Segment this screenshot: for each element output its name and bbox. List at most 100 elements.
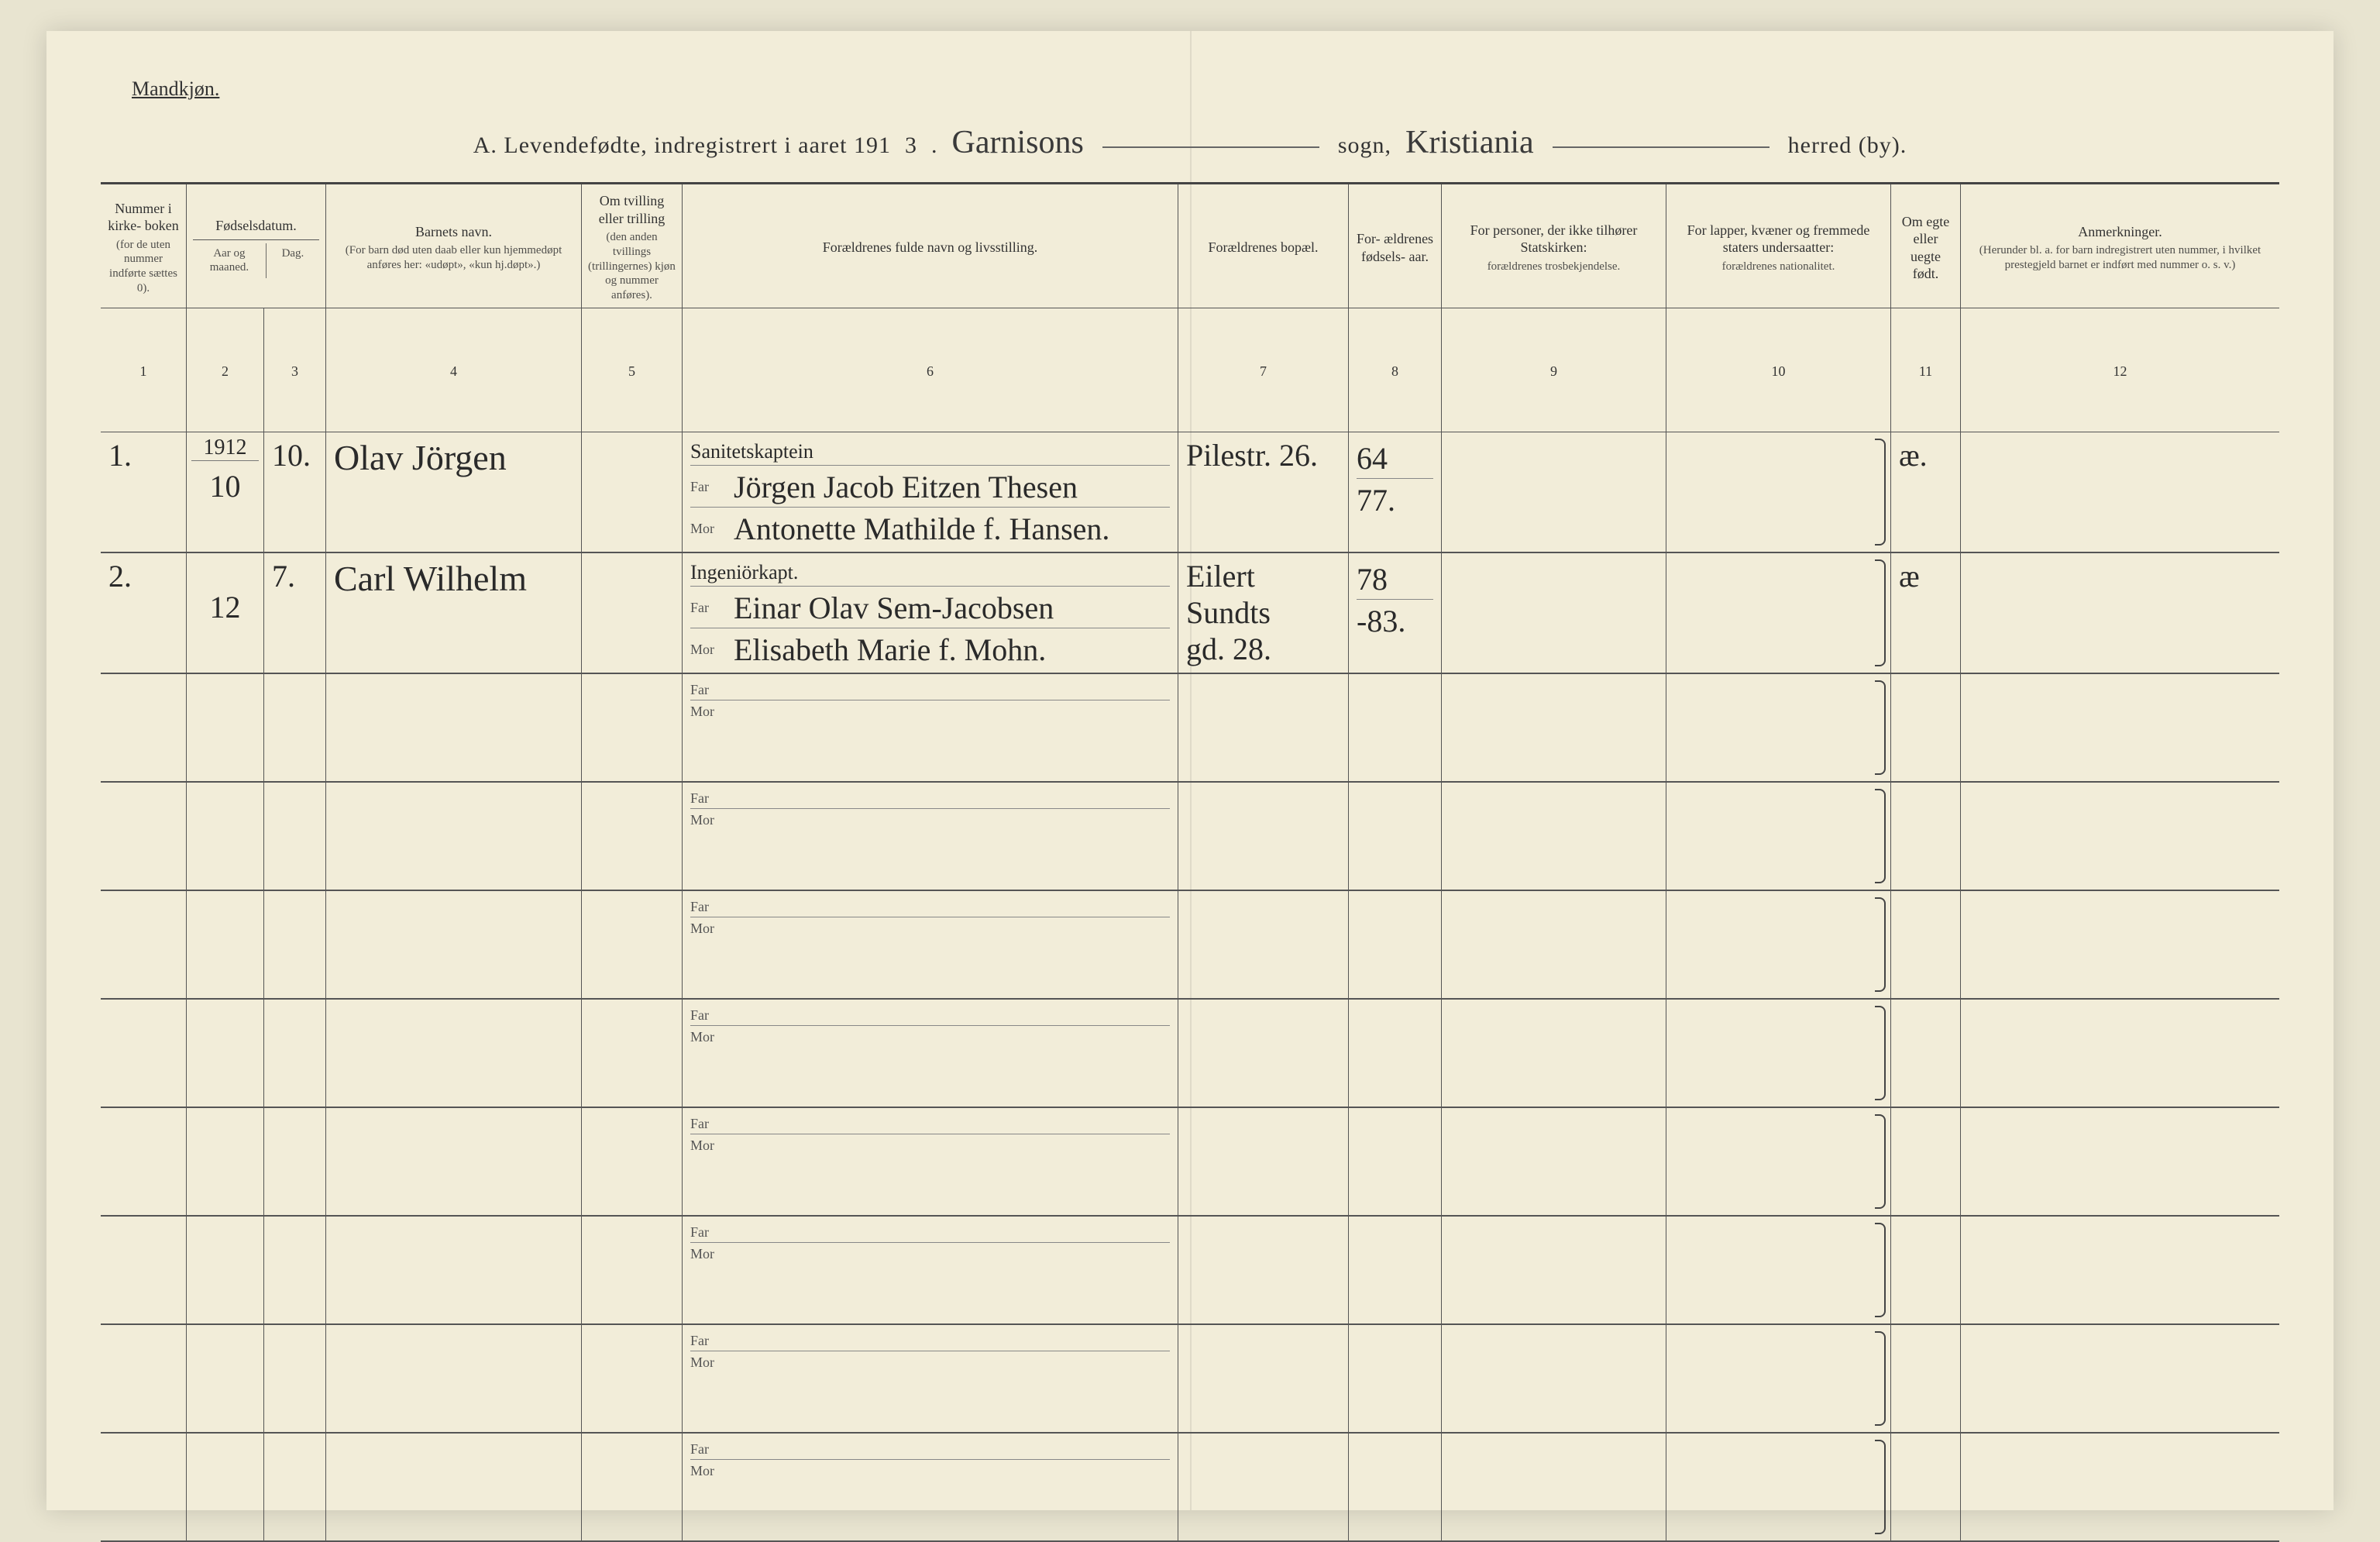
cell: Far Mor (682, 891, 1178, 998)
cell (325, 1217, 581, 1323)
cell: Far Mor (682, 783, 1178, 890)
col-header: Om tvilling eller trilling(den anden tvi… (581, 184, 682, 308)
cell: 1. (101, 432, 186, 552)
cell (325, 674, 581, 781)
cell (1178, 1000, 1348, 1107)
cell (1666, 553, 1890, 673)
cell (186, 1108, 263, 1215)
cell: æ. (1890, 432, 1960, 552)
label-herred: herred (by). (1788, 133, 1907, 159)
cell (186, 674, 263, 781)
cell (186, 1434, 263, 1540)
cell (325, 783, 581, 890)
cell (581, 783, 682, 890)
cell (1178, 1108, 1348, 1215)
title-prefix: A. Levendefødte, indregistrert i aaret 1… (473, 133, 891, 159)
col-header: Barnets navn.(For barn død uten daab ell… (325, 184, 581, 308)
cell (325, 1325, 581, 1432)
cell (1178, 674, 1348, 781)
col-header: For lapper, kvæner og fremmede staters u… (1666, 184, 1890, 308)
column-number-row: 1 2 3 4 5 6 7 8 9 10 11 12 (101, 308, 2279, 432)
cell (186, 783, 263, 890)
table-row: Far Mor (101, 1108, 2279, 1217)
cell (101, 783, 186, 890)
cell (1666, 432, 1890, 552)
cell (1890, 1217, 1960, 1323)
cell (1441, 1000, 1666, 1107)
cell (1348, 1000, 1441, 1107)
cell (1960, 432, 2279, 552)
cell (186, 891, 263, 998)
cell: 7. (263, 553, 325, 673)
cell (101, 891, 186, 998)
cell (1666, 1000, 1890, 1107)
cell: Sanitetskaptein FarJörgen Jacob Eitzen T… (682, 432, 1178, 552)
cell (1178, 1325, 1348, 1432)
cell: Olav Jörgen (325, 432, 581, 552)
cell (1960, 1000, 2279, 1107)
col-header: Om egte eller uegte født. (1890, 184, 1960, 308)
fill-line (1553, 146, 1770, 148)
cell: Far Mor (682, 1325, 1178, 1432)
gender-label: Mandkjøn. (132, 77, 219, 101)
cell (1890, 783, 1960, 890)
cell (1960, 1217, 2279, 1323)
district-name: Kristiania (1405, 124, 1534, 161)
cell (1348, 1325, 1441, 1432)
cell (101, 1434, 186, 1540)
cell (1960, 783, 2279, 890)
cell (581, 1434, 682, 1540)
column-header-row: Nummer i kirke- boken(for de uten nummer… (101, 184, 2279, 308)
col-header: Forældrenes bopæl. (1178, 184, 1348, 308)
cell (1441, 1325, 1666, 1432)
title-year-digit: 3 (905, 133, 917, 159)
cell (581, 432, 682, 552)
cell (1441, 1217, 1666, 1323)
cell: 2. (101, 553, 186, 673)
cell (1960, 1325, 2279, 1432)
col-header: Anmerkninger.(Herunder bl. a. for barn i… (1960, 184, 2279, 308)
table-row: Far Mor (101, 674, 2279, 783)
cell (1348, 1217, 1441, 1323)
cell (1960, 674, 2279, 781)
cell (1178, 891, 1348, 998)
col-header: Nummer i kirke- boken(for de uten nummer… (101, 184, 186, 308)
ledger-table: Nummer i kirke- boken(for de uten nummer… (101, 182, 2279, 1542)
cell (581, 674, 682, 781)
fill-line (1102, 146, 1319, 148)
cell (581, 1217, 682, 1323)
parish-name: Garnisons (952, 124, 1084, 161)
cell: 10. (263, 432, 325, 552)
cell: Ingeniörkapt. FarEinar Olav Sem-Jacobsen… (682, 553, 1178, 673)
cell (1890, 1434, 1960, 1540)
cell (325, 1434, 581, 1540)
table-row: Far Mor (101, 1325, 2279, 1434)
cell (1441, 891, 1666, 998)
cell (1178, 783, 1348, 890)
cell (581, 891, 682, 998)
cell (1960, 553, 2279, 673)
cell (1441, 1434, 1666, 1540)
rows-container: 1.19121010.Olav Jörgen Sanitetskaptein F… (101, 432, 2279, 1542)
cell (1178, 1434, 1348, 1540)
cell (263, 1434, 325, 1540)
cell (263, 1000, 325, 1107)
cell: Far Mor (682, 674, 1178, 781)
table-row: Far Mor (101, 1434, 2279, 1542)
cell (263, 1325, 325, 1432)
cell (1666, 674, 1890, 781)
cell (186, 1000, 263, 1107)
cell (1666, 783, 1890, 890)
cell (581, 1108, 682, 1215)
cell (581, 1000, 682, 1107)
cell (1890, 1325, 1960, 1432)
cell (1441, 783, 1666, 890)
cell (1666, 1434, 1890, 1540)
cell: 12 (186, 553, 263, 673)
gender-label-text: Mandkjøn. (132, 77, 219, 100)
cell (1666, 1108, 1890, 1215)
cell (1890, 1000, 1960, 1107)
cell (325, 1108, 581, 1215)
cell (1348, 891, 1441, 998)
cell (186, 1217, 263, 1323)
